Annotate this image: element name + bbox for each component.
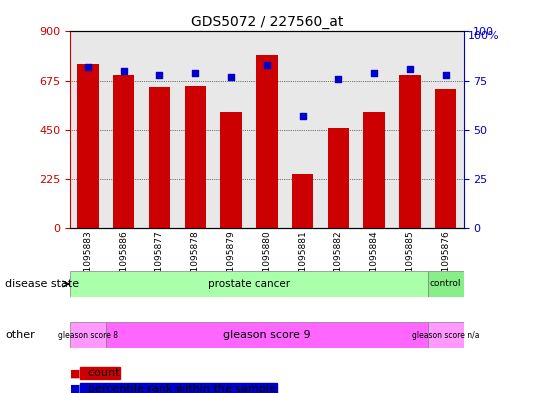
Text: control: control [430,279,461,288]
Bar [184,86,206,228]
Point [227,73,236,80]
Text: ■: ■ [70,368,80,378]
Point [370,70,378,76]
Text: ■: ■ [70,384,80,393]
Text: count: count [81,368,119,378]
Bar [328,127,349,228]
FancyBboxPatch shape [428,322,464,348]
FancyBboxPatch shape [106,322,428,348]
Point [191,70,199,76]
Bar [256,55,278,228]
Point [298,113,307,119]
Point [155,72,164,78]
Text: disease state: disease state [5,279,80,289]
Bar [292,174,313,228]
Bar [77,64,99,228]
Point [334,75,343,82]
Text: gleason score n/a: gleason score n/a [412,331,479,340]
FancyBboxPatch shape [70,271,428,297]
Point [120,68,128,74]
Text: gleason score 9: gleason score 9 [223,330,310,340]
Point [262,62,271,68]
Text: prostate cancer: prostate cancer [208,279,290,289]
Text: gleason score 8: gleason score 8 [58,331,118,340]
Bar [435,89,457,228]
Bar [363,112,385,228]
Text: percentile rank within the sample: percentile rank within the sample [81,384,276,393]
FancyBboxPatch shape [428,271,464,297]
Bar [149,87,170,228]
Point [441,72,450,78]
Point [84,64,92,70]
Text: 100%: 100% [468,31,499,41]
Text: other: other [5,330,35,340]
Bar [399,75,420,228]
FancyBboxPatch shape [70,322,106,348]
Point [405,66,414,72]
Title: GDS5072 / 227560_at: GDS5072 / 227560_at [191,15,343,29]
Bar [220,112,242,228]
Bar [113,75,134,228]
